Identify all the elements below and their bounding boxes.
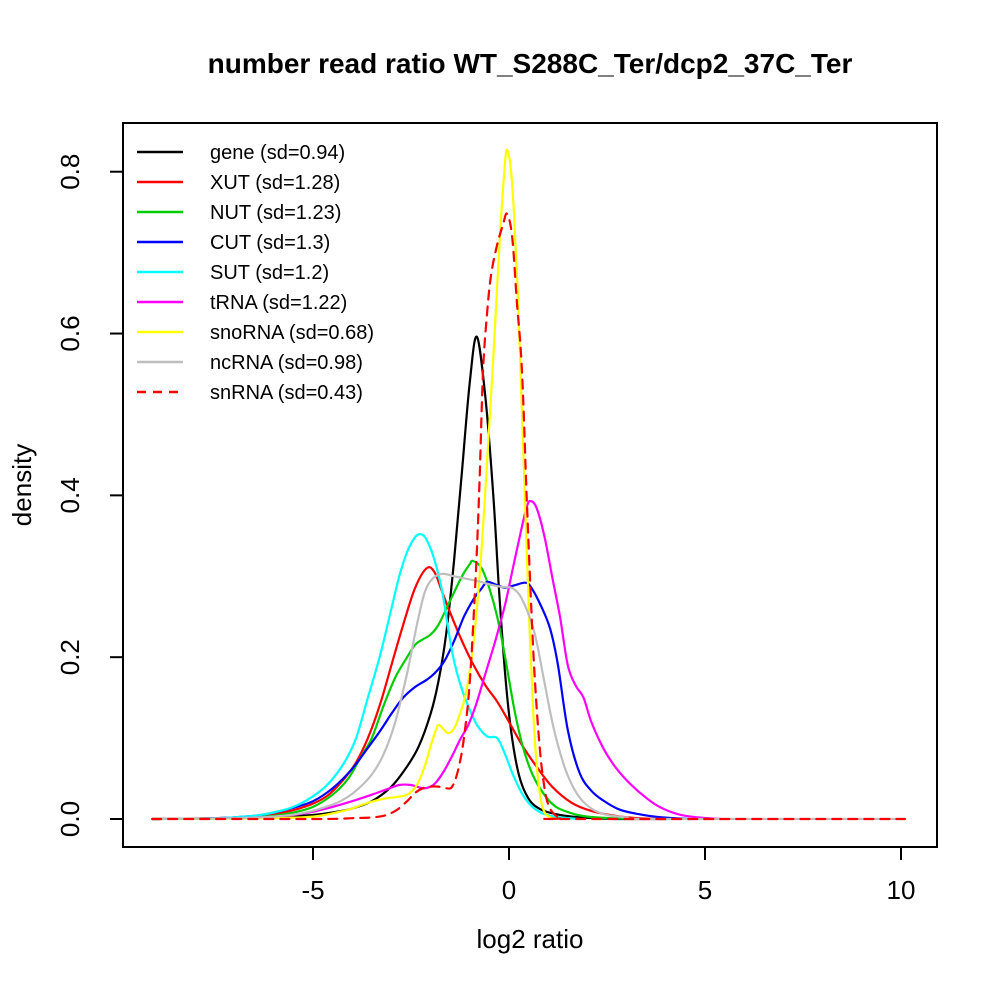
x-tick-label: 10 [887, 875, 916, 905]
x-tick-label: -5 [301, 875, 324, 905]
legend-item-label: ncRNA (sd=0.98) [210, 352, 363, 374]
legend-item-label: tRNA (sd=1.22) [210, 292, 347, 314]
density-curve-ncRNA [151, 572, 906, 821]
legend-item-label: gene (sd=0.94) [210, 142, 345, 164]
y-tick-label: 0.8 [55, 154, 85, 190]
density-curve-snRNA [151, 212, 906, 821]
plot-box [122, 122, 938, 848]
y-tick-label: 0.6 [55, 315, 85, 351]
legend: gene (sd=0.94) XUT (sd=1.28) NUT (sd=1.23)… [137, 142, 374, 404]
y-axis-label: density [7, 444, 37, 526]
y-tick-label: 0.2 [55, 639, 85, 675]
chart-title: number read ratio WT_S288C_Ter/dcp2_37C_… [208, 48, 853, 79]
y-tick-label: 0.4 [55, 477, 85, 513]
x-axis-label: log2 ratio [477, 924, 584, 954]
density-curve-snoRNA [151, 148, 558, 821]
density-curve-CUT [151, 580, 691, 821]
legend-item-label: NUT (sd=1.23) [210, 202, 341, 224]
density-curve-NUT [151, 559, 636, 821]
legend-item-label: snoRNA (sd=0.68) [210, 322, 374, 344]
density-curve-XUT [151, 566, 667, 821]
x-tick-label: 5 [698, 875, 712, 905]
legend-item-label: SUT (sd=1.2) [210, 262, 329, 284]
legend-item-label: snRNA (sd=0.43) [210, 382, 363, 404]
legend-item-label: CUT (sd=1.3) [210, 232, 330, 254]
y-axis: 0.0 0.2 0.4 0.6 0.8 [55, 154, 123, 837]
x-tick-label: 0 [502, 875, 516, 905]
density-curve-gene [151, 335, 667, 821]
legend-item-label: XUT (sd=1.28) [210, 172, 340, 194]
y-tick-label: 0.0 [55, 801, 85, 837]
curves-layer [151, 148, 906, 821]
density-curve-SUT [151, 533, 581, 821]
x-axis: -5 0 5 10 [301, 847, 915, 905]
density-curve-tRNA [151, 499, 722, 821]
